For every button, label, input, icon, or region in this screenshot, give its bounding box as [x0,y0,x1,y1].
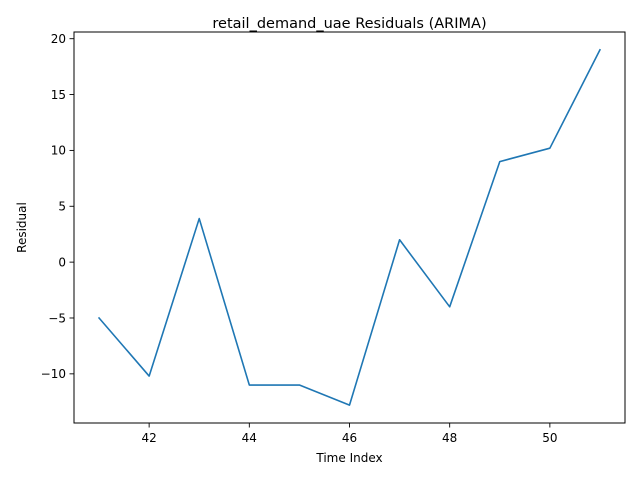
y-axis-ticks: −10 −5 0 5 10 15 20 [41,32,74,381]
y-tick-label: 10 [51,144,66,158]
x-axis-ticks: 42 44 46 48 50 [141,423,558,445]
chart-title: retail_demand_uae Residuals (ARIMA) [212,16,486,32]
plot-area [74,32,625,423]
x-tick-label: 48 [442,431,457,445]
y-tick-label: −10 [41,367,66,381]
y-tick-label: 15 [51,88,66,102]
y-tick-label: 0 [58,255,66,269]
x-tick-label: 46 [342,431,357,445]
x-axis-title: Time Index [315,451,382,465]
x-tick-label: 42 [141,431,156,445]
y-tick-label: 5 [58,200,66,214]
x-tick-label: 44 [242,431,257,445]
x-tick-label: 50 [542,431,557,445]
y-tick-label: −5 [48,311,66,325]
y-axis-title: Residual [15,202,29,253]
data-layer [97,48,602,406]
y-tick-label: 20 [51,32,66,46]
